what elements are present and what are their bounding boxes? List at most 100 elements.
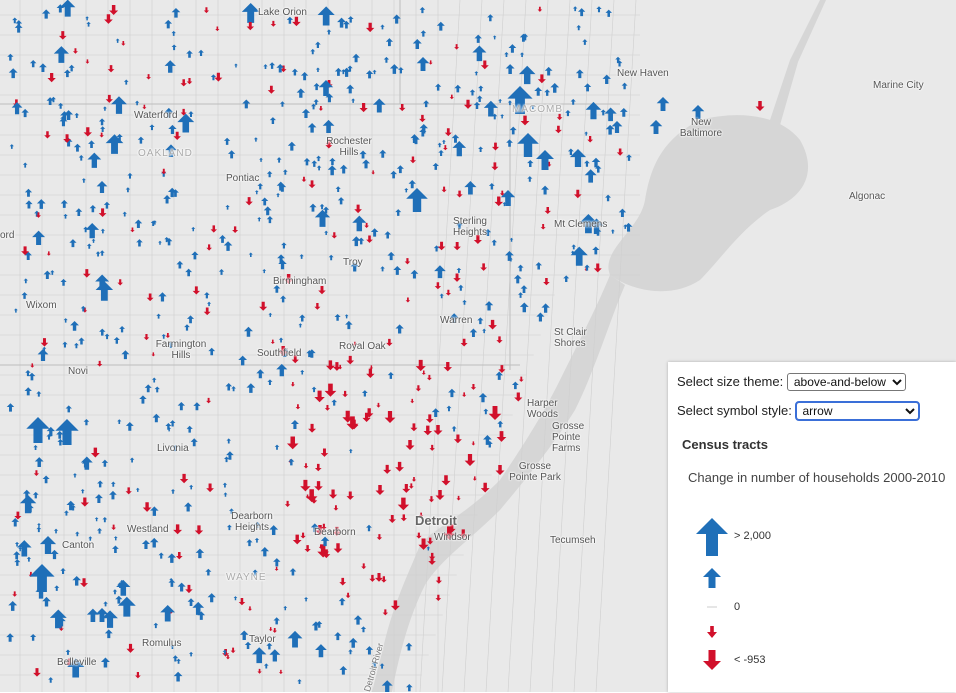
increase-arrow: [26, 556, 32, 562]
increase-arrow: [141, 539, 151, 549]
increase-arrow: [184, 502, 193, 512]
increase-arrow: [605, 194, 612, 202]
increase-arrow: [252, 647, 267, 664]
decrease-arrow: [449, 94, 454, 100]
decrease-arrow: [443, 526, 456, 540]
decrease-arrow: [270, 339, 275, 344]
decrease-arrow: [433, 425, 443, 435]
place-warren: Warren: [440, 315, 473, 326]
increase-arrow: [231, 386, 236, 392]
increase-arrow: [449, 313, 459, 323]
increase-arrow: [154, 386, 160, 393]
decrease-arrow: [173, 131, 181, 140]
decrease-arrow: [270, 20, 276, 27]
increase-arrow: [263, 663, 269, 669]
decrease-arrow: [408, 483, 414, 489]
increase-arrow: [406, 188, 428, 212]
decrease-arrow: [332, 362, 341, 371]
increase-arrow: [100, 228, 106, 234]
decrease-arrow: [194, 525, 204, 535]
decrease-arrow: [444, 128, 452, 137]
increase-arrow: [171, 189, 179, 197]
increase-arrow: [99, 250, 105, 256]
decrease-arrow: [121, 40, 126, 46]
decrease-arrow: [464, 454, 476, 466]
decrease-arrow: [459, 529, 468, 539]
increase-arrow: [37, 349, 49, 361]
increase-arrow: [21, 108, 29, 118]
increase-arrow: [172, 445, 178, 452]
increase-arrow: [500, 114, 505, 119]
decrease-arrow: [214, 72, 223, 82]
increase-arrow: [299, 314, 306, 322]
increase-arrow: [600, 109, 606, 116]
increase-arrow: [370, 228, 379, 237]
decrease-arrow: [259, 301, 268, 311]
decrease-arrow: [480, 263, 488, 271]
increase-arrow: [223, 241, 233, 251]
increase-arrow: [621, 82, 628, 90]
legend-arrow-down-medium-icon: [703, 650, 721, 670]
increase-arrow: [570, 246, 588, 266]
decrease-arrow: [332, 526, 341, 536]
place-farmington-hills: Farmington Hills: [155, 339, 207, 361]
decrease-arrow: [755, 101, 765, 111]
increase-arrow: [51, 96, 56, 103]
increase-arrow: [257, 217, 262, 222]
increase-arrow: [584, 131, 589, 136]
decrease-arrow: [44, 131, 51, 139]
increase-arrow: [504, 250, 514, 261]
increase-arrow: [59, 117, 68, 127]
decrease-arrow: [435, 576, 442, 584]
decrease-arrow: [12, 591, 18, 597]
increase-arrow: [536, 312, 545, 322]
increase-arrow: [70, 320, 79, 331]
increase-arrow: [462, 299, 467, 305]
increase-arrow: [269, 649, 281, 662]
increase-arrow: [405, 642, 413, 651]
decrease-arrow: [488, 406, 502, 420]
increase-arrow: [14, 23, 23, 33]
decrease-arrow: [375, 485, 385, 495]
increase-arrow: [426, 546, 431, 551]
decrease-arrow: [314, 390, 325, 403]
size-theme-select[interactable]: above-and-below: [786, 373, 906, 391]
increase-arrow: [596, 6, 602, 13]
increase-arrow: [352, 215, 367, 232]
decrease-arrow: [346, 355, 355, 365]
increase-arrow: [348, 448, 353, 454]
increase-arrow: [171, 7, 181, 18]
increase-arrow: [256, 369, 265, 379]
increase-arrow: [57, 438, 64, 446]
increase-arrow: [167, 553, 177, 563]
increase-arrow: [379, 149, 387, 158]
increase-arrow: [189, 484, 194, 490]
increase-arrow: [210, 74, 217, 81]
increase-arrow: [269, 117, 276, 124]
increase-arrow: [244, 641, 252, 649]
increase-arrow: [6, 633, 14, 642]
increase-arrow: [85, 223, 100, 239]
decrease-arrow: [318, 285, 326, 295]
increase-arrow: [36, 391, 42, 397]
increase-arrow: [322, 119, 335, 133]
increase-arrow: [484, 301, 494, 311]
decrease-arrow: [206, 397, 212, 404]
increase-arrow: [42, 475, 50, 484]
increase-arrow: [381, 680, 393, 692]
increase-arrow: [519, 33, 528, 42]
increase-arrow: [306, 350, 313, 358]
decrease-arrow: [105, 94, 113, 103]
increase-arrow: [497, 420, 504, 428]
increase-arrow: [482, 328, 487, 334]
symbol-style-select[interactable]: arrow: [794, 401, 920, 421]
decrease-arrow: [415, 359, 426, 372]
decrease-arrow: [453, 273, 461, 282]
increase-arrow: [519, 52, 525, 58]
increase-arrow: [437, 142, 442, 148]
decrease-arrow: [322, 549, 331, 559]
increase-arrow: [315, 67, 320, 72]
increase-arrow: [177, 401, 186, 411]
